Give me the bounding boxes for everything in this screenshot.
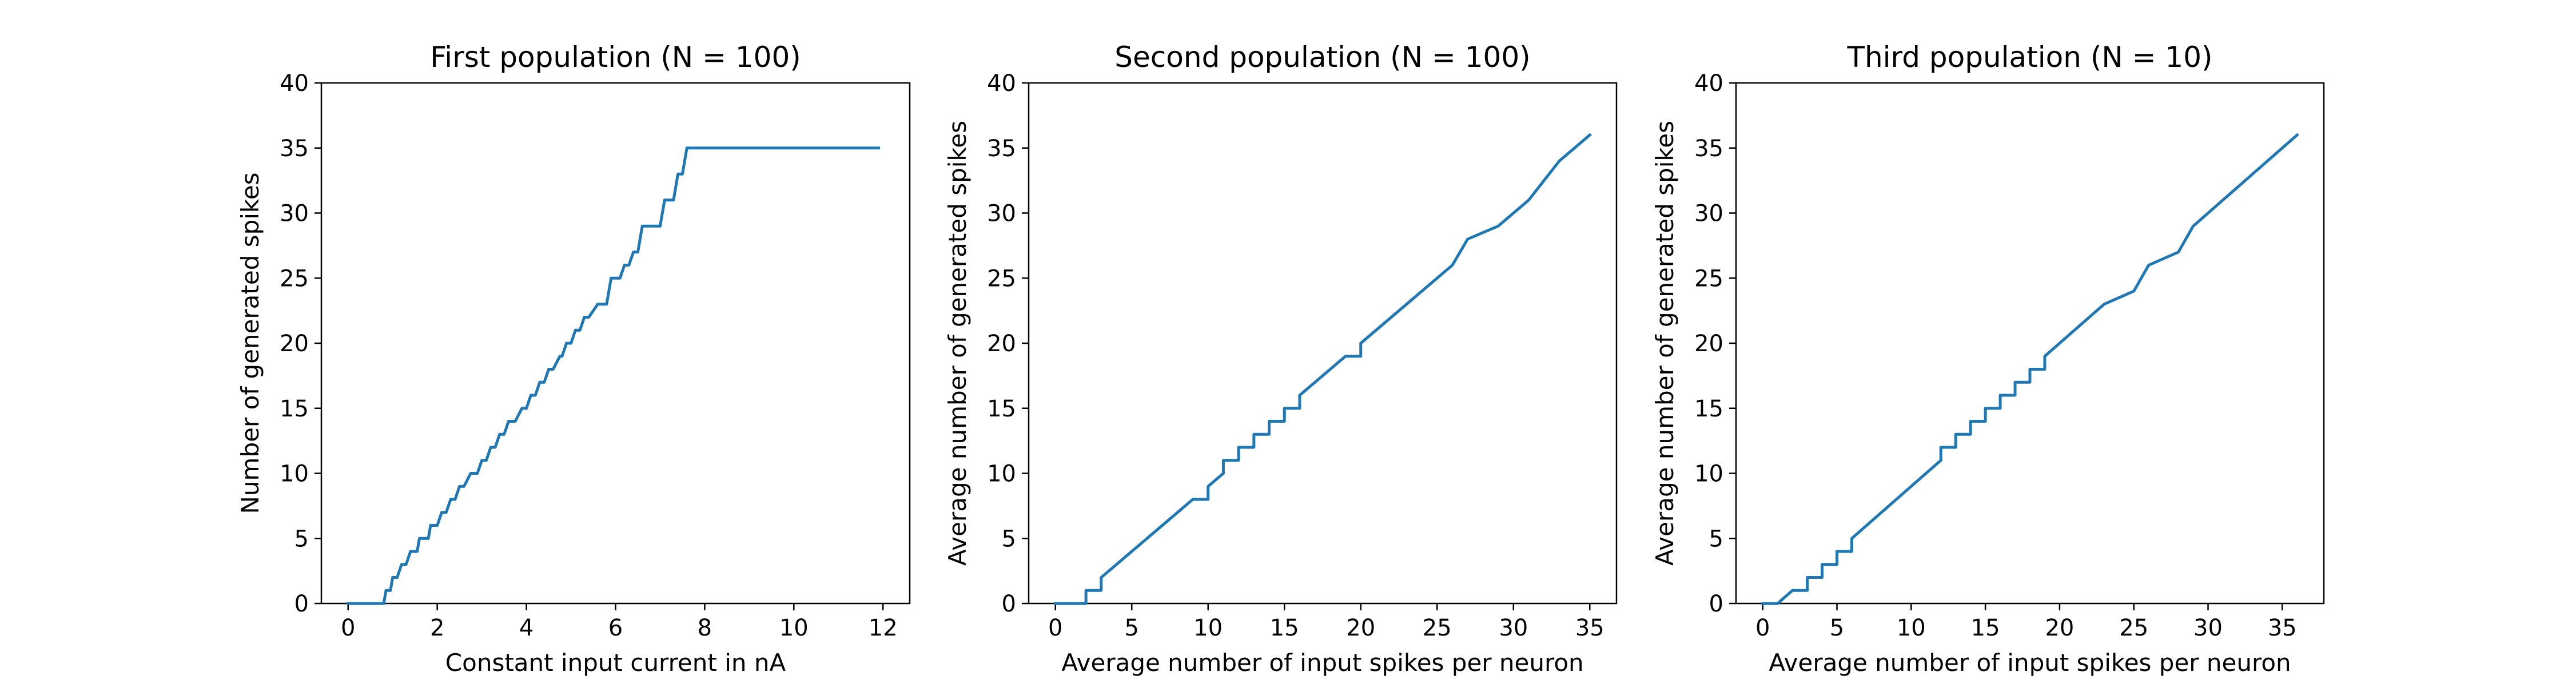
x-tick-label-2: 0 [1048, 615, 1062, 641]
y-tick-label-2: 20 [987, 331, 1016, 357]
x-tick-label-2: 30 [1499, 615, 1528, 641]
series-line-3-1 [1761, 133, 2299, 605]
y-axis-label-3: Average number of generated spikes [1651, 121, 1679, 566]
x-tick-label-3: 30 [2193, 615, 2223, 641]
chart-title-3: Third population (N = 10) [1846, 41, 2212, 74]
y-tick-label-1: 35 [280, 136, 309, 162]
chart-panel-2: 0 5 10 15 20 25 30 35 0 5 10 15 20 25 30 35 40 Second po… [943, 41, 1618, 677]
y-tick-label-1: 10 [280, 461, 309, 487]
y-tick-label-2: 40 [987, 70, 1016, 97]
y-tick-label-2: 15 [987, 396, 1016, 422]
y-tick-label-3: 35 [1694, 136, 1723, 162]
chart-title-2: Second population (N = 100) [1114, 41, 1530, 74]
x-axis-label-3: Average number of input spikes per neuro… [1769, 649, 2291, 677]
marks-group-3 [1761, 133, 2299, 605]
y-tick-label-2: 5 [1002, 526, 1016, 552]
chart-title-1: First population (N = 100) [430, 41, 801, 74]
y-tick-label-3: 5 [1709, 526, 1723, 552]
x-tick-label-1: 4 [519, 615, 533, 641]
x-tick-label-2: 5 [1125, 615, 1139, 641]
x-tick-label-1: 0 [341, 615, 355, 641]
y-tick-label-1: 30 [280, 201, 309, 227]
chart-panel-1: 0 2 4 6 8 10 12 0 5 10 15 20 25 30 35 40 First populati… [236, 41, 911, 677]
x-tick-label-1: 10 [779, 615, 809, 641]
x-tick-label-3: 20 [2045, 615, 2074, 641]
x-tick-label-2: 15 [1270, 615, 1299, 641]
y-tick-label-3: 25 [1694, 265, 1723, 292]
x-tick-label-3: 15 [1971, 615, 2000, 641]
y-tick-label-1: 20 [280, 331, 309, 357]
y-tick-label-1: 15 [280, 396, 309, 422]
y-tick-label-2: 30 [987, 201, 1016, 227]
y-tick-label-1: 5 [294, 526, 309, 552]
axes-group-1: 0 2 4 6 8 10 12 0 5 10 15 20 25 30 35 40 [280, 70, 911, 641]
y-tick-label-3: 0 [1709, 591, 1723, 617]
x-tick-label-3: 10 [1897, 615, 1926, 641]
x-axis-label-2: Average number of input spikes per neuro… [1061, 649, 1583, 677]
x-tick-label-3: 5 [1830, 615, 1844, 641]
y-tick-label-2: 35 [987, 136, 1016, 162]
chart-panel-3: 0 5 10 15 20 25 30 35 0 5 10 15 20 25 30 35 40 Third pop… [1651, 41, 2325, 677]
marks-group-1 [347, 146, 880, 605]
y-tick-label-2: 10 [987, 461, 1016, 487]
x-tick-label-1: 6 [608, 615, 623, 641]
x-tick-label-2: 25 [1423, 615, 1452, 641]
x-tick-label-1: 12 [869, 615, 898, 641]
y-tick-label-1: 40 [280, 70, 309, 97]
y-tick-label-1: 0 [294, 591, 309, 617]
y-tick-label-3: 20 [1694, 331, 1723, 357]
y-tick-label-3: 15 [1694, 396, 1723, 422]
series-line-1-1 [347, 146, 880, 605]
y-tick-label-1: 25 [280, 265, 309, 292]
x-tick-label-3: 35 [2268, 615, 2297, 641]
axes-group-3: 0 5 10 15 20 25 30 35 0 5 10 15 20 25 30 35 40 [1694, 70, 2325, 641]
x-tick-label-1: 8 [698, 615, 712, 641]
y-tick-label-3: 10 [1694, 461, 1723, 487]
y-axis-label-1: Number of generated spikes [236, 173, 264, 514]
y-tick-label-3: 30 [1694, 201, 1723, 227]
x-tick-label-2: 10 [1193, 615, 1223, 641]
y-axis-label-2: Average number of generated spikes [943, 121, 972, 566]
x-tick-label-3: 25 [2119, 615, 2148, 641]
x-tick-label-2: 20 [1346, 615, 1375, 641]
marks-group-2 [1054, 133, 1592, 605]
y-tick-label-2: 25 [987, 265, 1016, 292]
y-tick-label-3: 40 [1694, 70, 1723, 97]
x-tick-label-3: 0 [1755, 615, 1770, 641]
x-tick-label-2: 35 [1575, 615, 1604, 641]
x-axis-label-1: Constant input current in nA [445, 649, 786, 677]
series-line-2-1 [1054, 133, 1592, 605]
axes-group-2: 0 5 10 15 20 25 30 35 0 5 10 15 20 25 30 35 40 [987, 70, 1618, 641]
y-tick-label-2: 0 [1002, 591, 1016, 617]
x-tick-label-1: 2 [430, 615, 444, 641]
